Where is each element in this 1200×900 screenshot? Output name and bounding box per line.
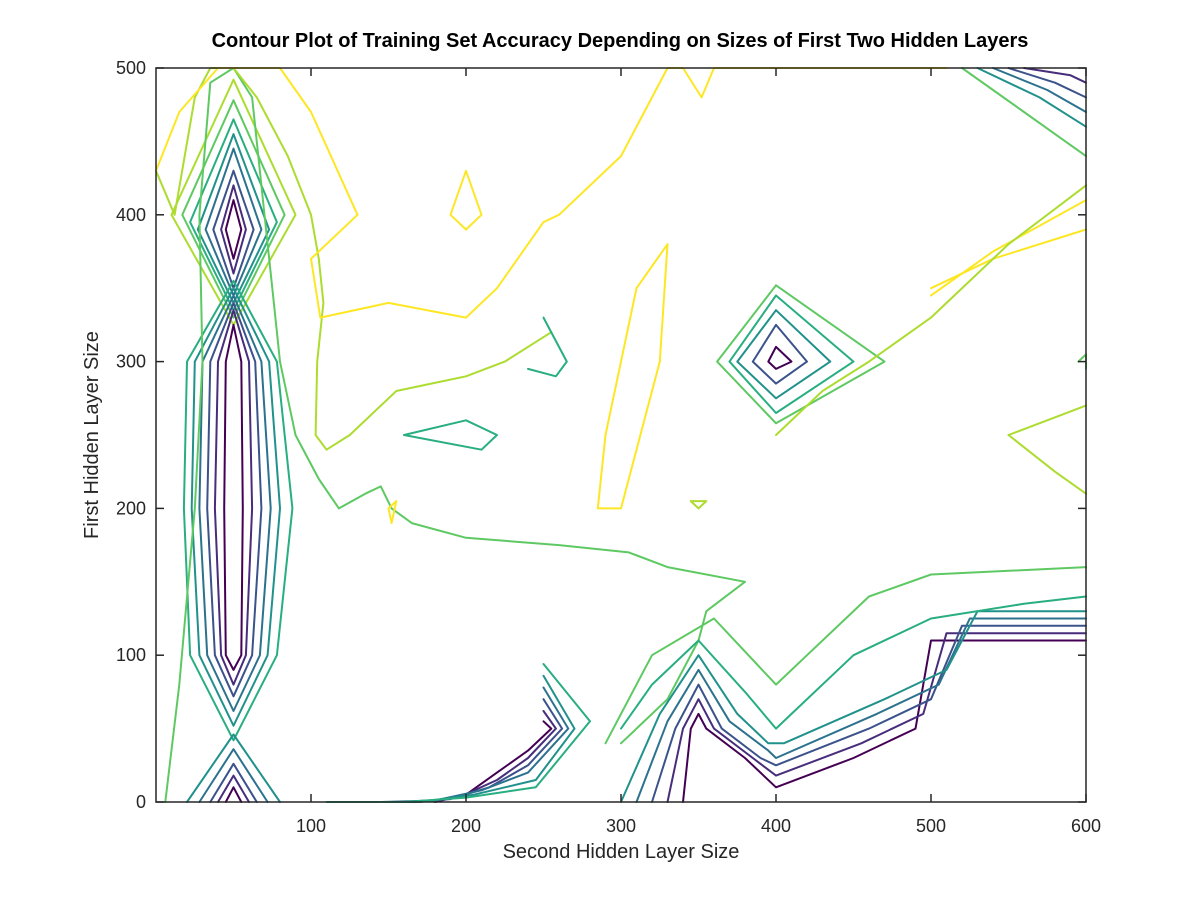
- y-axis-ticks: 0 100 200 300 400 500: [116, 58, 1086, 812]
- x-tick-label-200: 200: [451, 816, 481, 836]
- contour-line-16: [209, 762, 258, 803]
- contour-line-6: [181, 99, 286, 319]
- contour-line-0: [224, 199, 243, 260]
- chart-title: Contour Plot of Training Set Accuracy De…: [212, 30, 1029, 52]
- contour-line-43: [651, 624, 1087, 803]
- contour-line-18: [186, 733, 281, 803]
- y-axis-label: First Hidden Layer Size: [81, 331, 103, 539]
- contour-line-33: [716, 284, 886, 425]
- contour-line-42: [666, 632, 1087, 803]
- contour-line-55: [1007, 404, 1087, 436]
- contour-line-28: [527, 316, 568, 378]
- contour-line-39: [356, 674, 576, 803]
- x-tick-label-500: 500: [916, 816, 946, 836]
- contour-line-9: [213, 309, 254, 686]
- contour-line-24: [596, 243, 669, 510]
- contour-line-45: [620, 610, 1087, 803]
- contour-line-11: [198, 294, 272, 712]
- contour-line-12: [190, 287, 281, 727]
- contour-line-22: [449, 169, 483, 231]
- y-tick-label-100: 100: [116, 645, 146, 665]
- contour-line-53: [775, 184, 1087, 436]
- y-tick-label-400: 400: [116, 205, 146, 225]
- y-tick-label-500: 500: [116, 58, 146, 78]
- x-tick-label-300: 300: [606, 816, 636, 836]
- x-axis-label: Second Hidden Layer Size: [503, 841, 740, 863]
- y-tick-label-300: 300: [116, 352, 146, 372]
- contour-line-49: [976, 67, 1087, 128]
- contour-line-8: [223, 323, 244, 671]
- contour-line-14: [224, 786, 243, 803]
- contour-line-47: [604, 566, 1087, 745]
- contour-line-26: [930, 199, 1087, 297]
- contour-line-41: [682, 639, 1087, 803]
- contour-line-50: [992, 67, 1087, 113]
- contour-line-52: [1023, 67, 1087, 84]
- contour-line-20: [155, 67, 553, 451]
- contour-line-23: [387, 500, 398, 525]
- contour-line-54: [1007, 434, 1087, 495]
- contour-line-15: [217, 774, 250, 803]
- contour-line-46: [620, 595, 1087, 730]
- x-axis-ticks: 100 200 300 400 500 600: [296, 68, 1101, 836]
- contour-lines: [155, 67, 1087, 803]
- contour-line-13: [182, 279, 294, 742]
- contour-line-10: [206, 301, 263, 698]
- contour-line-31: [736, 309, 832, 400]
- contour-line-44: [635, 617, 1087, 803]
- contour-line-30: [751, 323, 808, 385]
- contour-line-51: [1007, 67, 1087, 99]
- contour-line-32: [728, 294, 855, 414]
- contour-line-34: [689, 500, 708, 510]
- contour-line-48: [961, 67, 1087, 158]
- contour-line-19: [164, 67, 746, 803]
- y-tick-label-0: 0: [136, 792, 146, 812]
- contour-line-17: [198, 748, 269, 803]
- y-tick-label-200: 200: [116, 498, 146, 518]
- x-tick-label-100: 100: [296, 816, 326, 836]
- contour-line-27: [403, 419, 498, 451]
- contour-line-1: [220, 184, 247, 275]
- x-tick-label-600: 600: [1071, 816, 1101, 836]
- contour-line-29: [767, 345, 793, 370]
- x-tick-label-400: 400: [761, 816, 791, 836]
